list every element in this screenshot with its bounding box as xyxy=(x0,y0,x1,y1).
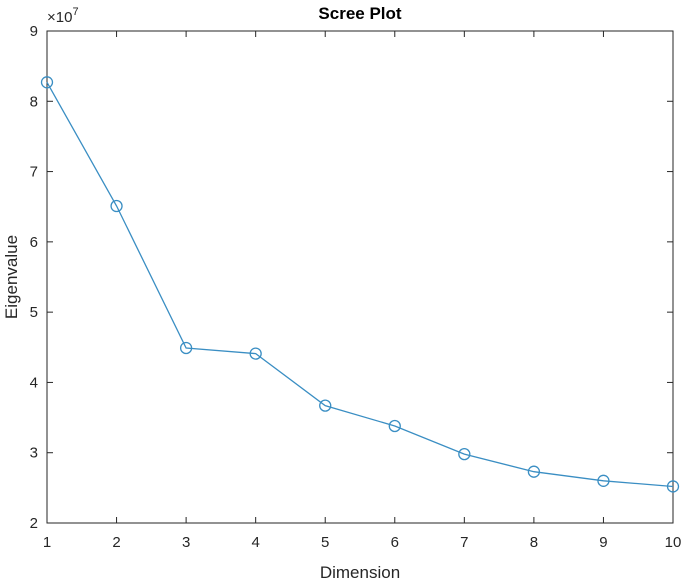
y-tick-label: 9 xyxy=(30,23,38,40)
data-point-marker xyxy=(666,480,680,493)
y-tick-label: 3 xyxy=(30,445,38,462)
x-tick-label: 3 xyxy=(182,534,190,551)
x-axis-label: Dimension xyxy=(320,563,400,580)
y-axis-label: Eigenvalue xyxy=(2,235,21,319)
y-tick-label: 6 xyxy=(30,234,38,251)
data-series xyxy=(40,76,680,493)
y-tick-label: 8 xyxy=(30,93,38,110)
x-tick-label: 5 xyxy=(321,534,329,551)
data-point-marker xyxy=(179,341,193,355)
data-point-marker xyxy=(40,76,54,89)
data-point-marker xyxy=(319,399,332,412)
y-tick-label: 2 xyxy=(30,515,38,532)
series-line xyxy=(46,81,674,488)
x-tick-label: 8 xyxy=(530,534,538,551)
data-point-marker xyxy=(388,419,401,433)
data-point-marker xyxy=(527,465,541,478)
y-exponent-power: 7 xyxy=(72,6,78,18)
y-axis-exponent: ×107 xyxy=(47,6,79,26)
x-tick-label: 1 xyxy=(43,534,51,551)
x-tick-label: 6 xyxy=(391,534,399,551)
y-tick-label: 4 xyxy=(30,374,38,391)
data-point-marker xyxy=(249,347,262,360)
x-tick-label: 4 xyxy=(251,534,259,551)
data-point-marker xyxy=(458,447,471,461)
y-tick-label: 5 xyxy=(30,304,38,321)
x-tick-label: 7 xyxy=(460,534,468,551)
plot-area xyxy=(46,30,674,524)
x-tick-label: 10 xyxy=(665,534,682,551)
data-point-marker xyxy=(597,474,610,487)
y-exponent-base: ×10 xyxy=(47,9,72,26)
x-tick-label: 9 xyxy=(599,534,607,551)
data-point-marker xyxy=(110,199,123,213)
y-tick-label: 7 xyxy=(30,164,38,181)
x-tick-label: 2 xyxy=(112,534,120,551)
chart-title: Scree Plot xyxy=(318,4,401,23)
